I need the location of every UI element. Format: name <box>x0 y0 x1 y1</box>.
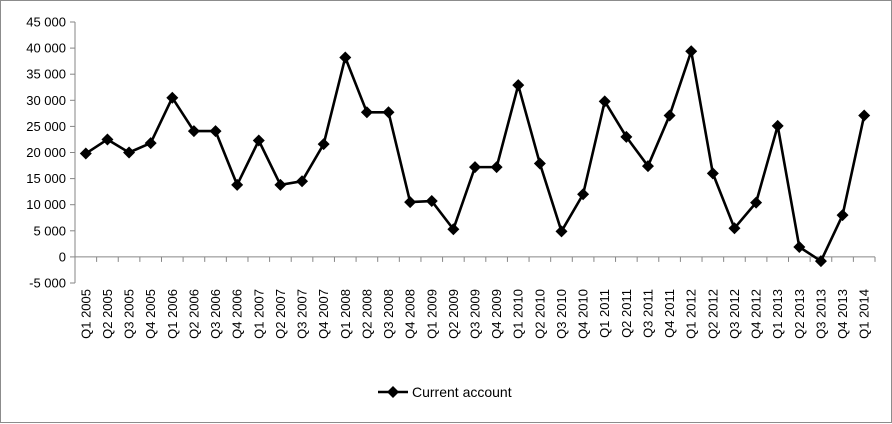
x-tick-label: Q4 2008 <box>403 289 418 339</box>
data-point <box>620 130 633 143</box>
x-tick-label: Q1 2006 <box>165 289 180 339</box>
x-tick-label: Q2 2006 <box>186 289 201 339</box>
y-tick-label: 20 000 <box>26 145 66 160</box>
data-point <box>771 119 784 132</box>
legend-marker-diamond <box>387 386 399 398</box>
data-point <box>858 109 871 122</box>
data-point <box>814 255 827 268</box>
data-point <box>728 222 741 235</box>
series-current-account <box>79 45 871 268</box>
legend: Current account <box>378 384 512 400</box>
x-tick-label: Q3 2007 <box>295 289 310 339</box>
data-point <box>382 106 395 119</box>
data-point <box>339 51 352 64</box>
data-point <box>663 109 676 122</box>
y-tick-label: 25 000 <box>26 119 66 134</box>
x-tick-label: Q4 2012 <box>749 289 764 339</box>
x-tick-label: Q3 2013 <box>813 289 828 339</box>
x-tick-label: Q2 2010 <box>532 289 547 339</box>
legend-label-current-account: Current account <box>412 384 512 400</box>
y-tick-label: 5 000 <box>33 223 66 238</box>
data-point <box>360 106 373 119</box>
data-point <box>209 125 222 138</box>
data-point <box>425 195 438 208</box>
x-tick-label: Q1 2014 <box>857 289 872 339</box>
x-tick-label: Q1 2009 <box>424 289 439 339</box>
y-tick-label: 15 000 <box>26 171 66 186</box>
y-tick-label: -5 000 <box>29 276 66 291</box>
y-tick-label: 0 <box>59 249 66 264</box>
x-axis: Q1 2005 Q2 2005 Q3 2005 Q4 2005 Q1 2006 Q2 20… <box>74 256 876 339</box>
data-point <box>685 45 698 58</box>
x-tick-label: Q2 2013 <box>792 289 807 339</box>
x-tick-label: Q3 2012 <box>727 289 742 339</box>
x-tick-label: Q3 2011 <box>640 289 655 338</box>
x-tick-label: Q2 2007 <box>273 289 288 339</box>
x-tick-label: Q1 2012 <box>684 289 699 339</box>
x-tick-label: Q1 2008 <box>338 289 353 339</box>
data-point <box>317 138 330 151</box>
data-point <box>490 161 503 174</box>
y-tick-label: 10 000 <box>26 197 66 212</box>
x-tick-label: Q4 2013 <box>835 289 850 339</box>
data-point <box>750 196 763 209</box>
data-point <box>252 134 265 147</box>
data-point <box>404 196 417 209</box>
x-tick-label: Q4 2010 <box>576 289 591 339</box>
data-point <box>296 175 309 188</box>
data-point <box>598 95 611 108</box>
x-tick-label: Q1 2010 <box>511 289 526 339</box>
x-tick-label: Q4 2011 <box>662 289 677 338</box>
data-point <box>101 133 114 146</box>
series-line-current-account <box>85 49 866 263</box>
data-point <box>187 125 200 138</box>
data-point <box>79 147 92 160</box>
data-point <box>555 225 568 238</box>
x-tick-label: Q3 2005 <box>122 289 137 339</box>
y-tick-label: 45 000 <box>26 15 66 30</box>
x-tick-label: Q4 2007 <box>316 289 331 339</box>
x-tick-label: Q2 2011 <box>619 289 634 338</box>
x-tick-label: Q3 2006 <box>208 289 223 339</box>
data-point <box>274 178 287 191</box>
data-point <box>512 79 525 92</box>
x-tick-label: Q1 2007 <box>251 289 266 339</box>
data-point <box>793 240 806 253</box>
data-point <box>231 178 244 191</box>
data-point <box>123 146 136 159</box>
x-tick-label: Q4 2009 <box>489 289 504 339</box>
x-tick-label: Q2 2009 <box>446 289 461 339</box>
data-point <box>166 91 179 104</box>
x-tick-label: Q3 2008 <box>381 289 396 339</box>
data-point <box>706 167 719 180</box>
y-axis: -5 000 0 5 000 10 000 15 000 20 000 25 000 30 0… <box>26 15 76 291</box>
x-tick-label: Q1 2013 <box>770 289 785 339</box>
x-tick-label: Q2 2012 <box>705 289 720 339</box>
data-point <box>533 157 546 170</box>
y-tick-label: 30 000 <box>26 93 66 108</box>
data-point <box>447 223 460 236</box>
y-tick-label: 40 000 <box>26 41 66 56</box>
data-point <box>469 161 481 174</box>
x-tick-label: Q1 2011 <box>597 289 612 338</box>
x-tick-label: Q3 2009 <box>468 289 483 339</box>
x-tick-label: Q3 2010 <box>554 289 569 339</box>
x-tick-label: Q2 2008 <box>359 289 374 339</box>
data-point <box>144 137 157 150</box>
x-tick-label: Q4 2006 <box>230 289 245 339</box>
data-point <box>836 209 849 222</box>
x-tick-label: Q4 2005 <box>143 289 158 339</box>
data-point <box>577 188 590 201</box>
x-tick-label: Q2 2005 <box>100 289 115 339</box>
data-point <box>641 160 654 173</box>
y-tick-label: 35 000 <box>26 67 66 82</box>
x-tick-label: Q1 2005 <box>78 289 93 339</box>
